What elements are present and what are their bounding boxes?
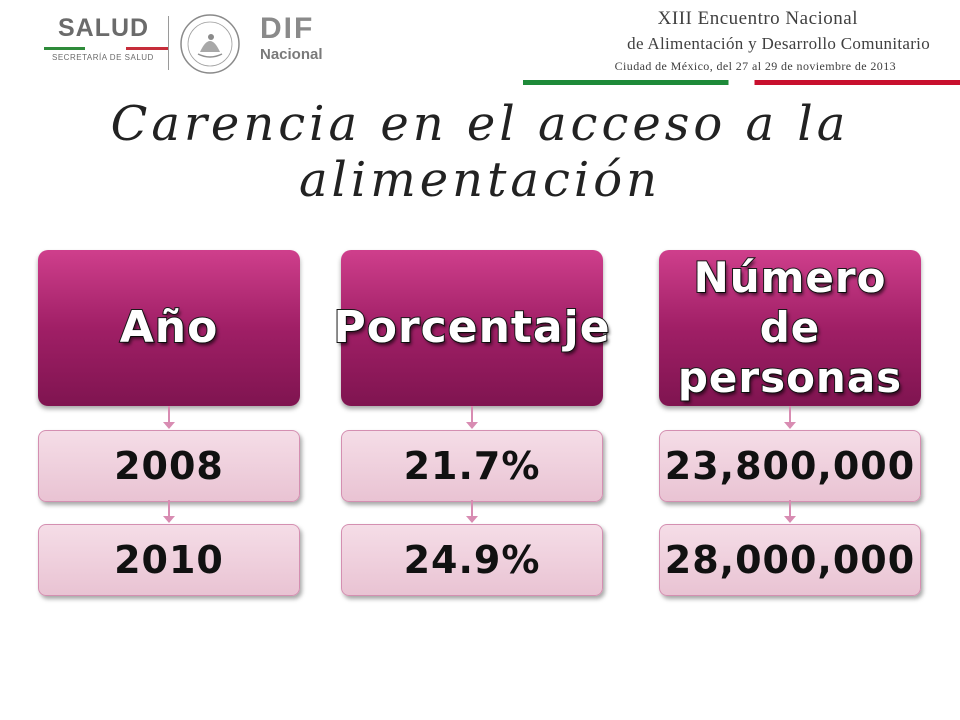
- value-box: 2010: [38, 524, 300, 596]
- event-tricolor-line: [523, 80, 960, 85]
- slide-title-line1: Carencia en el acceso a la: [110, 96, 850, 152]
- value-box: 23,800,000: [659, 430, 921, 502]
- value-label: 28,000,000: [664, 538, 916, 582]
- salud-logo-stripe: [44, 47, 168, 50]
- event-title: XIII Encuentro Nacional: [657, 8, 858, 29]
- connector-arrow-icon: [784, 422, 796, 429]
- event-subtitle: de Alimentación y Desarrollo Comunitario: [627, 34, 930, 53]
- slide-title-line2: alimentación: [298, 152, 662, 208]
- value-box: 2008: [38, 430, 300, 502]
- column-header-line2: personas: [677, 352, 903, 403]
- value-label: 2008: [114, 444, 224, 488]
- salud-logo-subtitle: SECRETARÍA DE SALUD: [52, 53, 154, 62]
- column-header: Porcentaje: [332, 250, 611, 406]
- column-year: Año 2008 2010: [38, 250, 300, 600]
- value-label: 24.9%: [403, 538, 541, 582]
- connector-arrow-icon: [163, 516, 175, 523]
- event-date: Ciudad de México, del 27 al 29 de noviem…: [614, 59, 896, 73]
- connector-arrow-icon: [466, 516, 478, 523]
- column-header: Año: [38, 250, 300, 406]
- event-banner: XIII Encuentro Nacional de Alimentación …: [510, 6, 930, 76]
- value-box: 21.7%: [341, 430, 603, 502]
- connector-line: [789, 406, 791, 428]
- value-label: 2010: [114, 538, 224, 582]
- dif-logo-subtitle: Nacional: [260, 46, 323, 63]
- column-header-label: Año: [119, 301, 219, 354]
- column-header-line1: Número de: [693, 252, 887, 353]
- connector-arrow-icon: [784, 516, 796, 523]
- connector-line: [168, 406, 170, 428]
- value-label: 21.7%: [403, 444, 541, 488]
- column-header: Número de personas: [659, 250, 921, 406]
- connector-line: [471, 500, 473, 522]
- dif-logo-text: DIF: [260, 12, 315, 45]
- logo-divider: [168, 16, 169, 70]
- column-header-label: Porcentaje: [332, 301, 611, 354]
- connector-line: [471, 406, 473, 428]
- dif-logo: DIF Nacional: [252, 12, 332, 72]
- column-people: Número de personas 23,800,000 28,000,000: [659, 250, 921, 600]
- salud-logo: SALUD SECRETARÍA DE SALUD: [38, 14, 168, 74]
- connector-arrow-icon: [163, 422, 175, 429]
- value-label: 23,800,000: [664, 444, 916, 488]
- value-box: 28,000,000: [659, 524, 921, 596]
- salud-logo-text: SALUD: [58, 14, 150, 42]
- slide-title: Carencia en el acceso a la alimentación: [0, 96, 960, 208]
- column-percentage: Porcentaje 21.7% 24.9%: [332, 250, 611, 600]
- column-header-label: Número de personas: [659, 252, 921, 403]
- slide-header: SALUD SECRETARÍA DE SALUD DIF Nacional X…: [0, 0, 960, 92]
- connector-arrow-icon: [466, 422, 478, 429]
- mexico-seal-icon: [180, 14, 240, 74]
- connector-line: [168, 500, 170, 522]
- value-box: 24.9%: [341, 524, 603, 596]
- connector-line: [789, 500, 791, 522]
